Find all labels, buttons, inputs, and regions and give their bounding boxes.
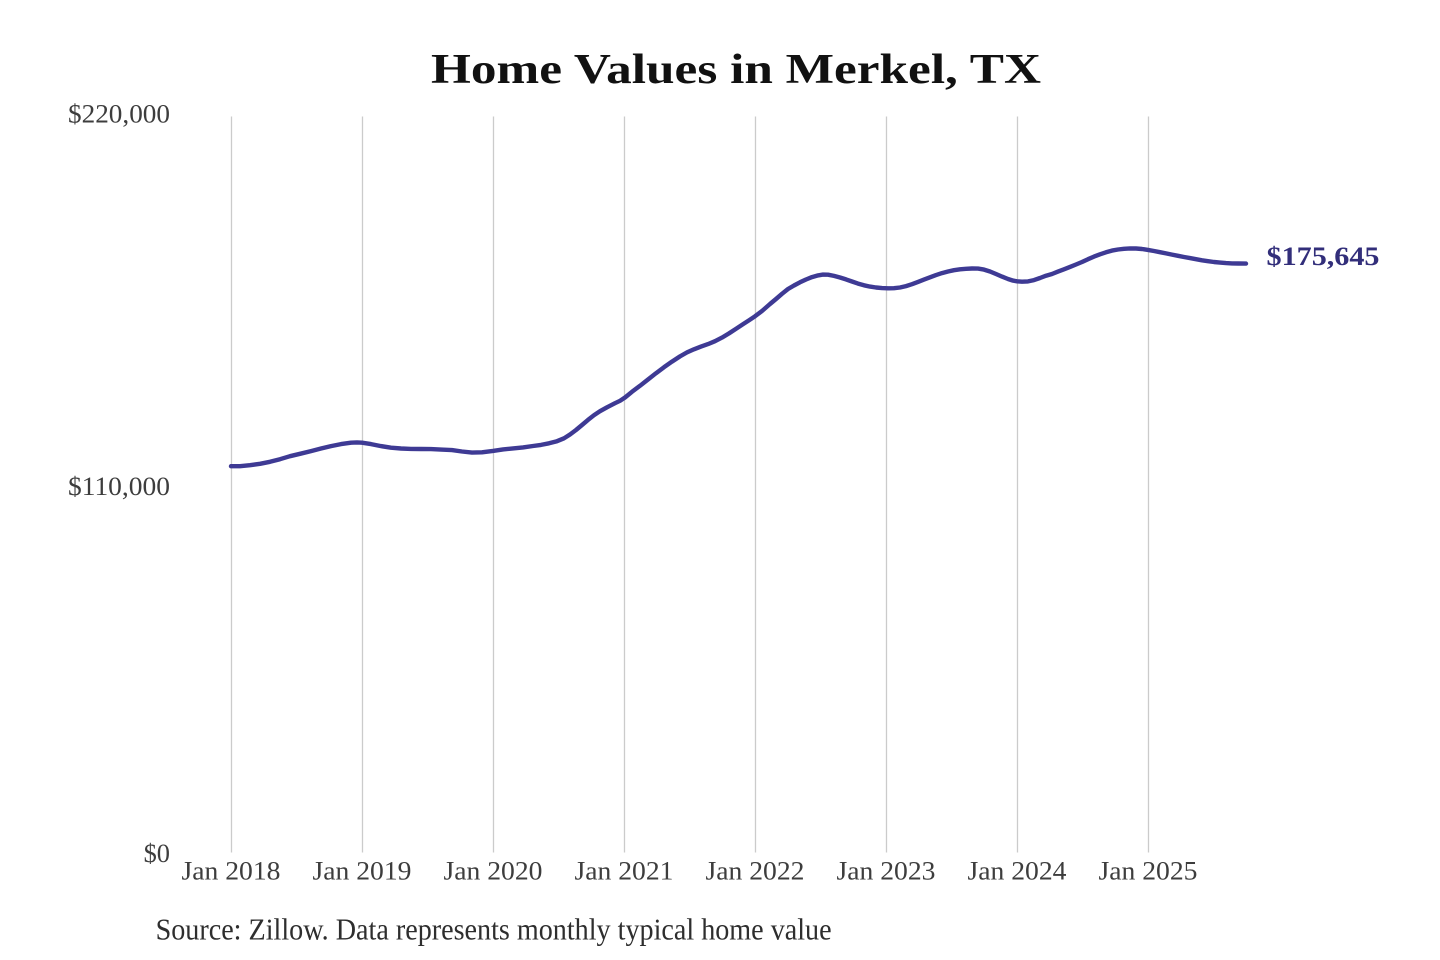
svg-text:Jan 2025: Jan 2025 xyxy=(1099,856,1198,886)
svg-text:$0: $0 xyxy=(144,838,170,868)
svg-text:Jan 2024: Jan 2024 xyxy=(968,856,1067,886)
svg-text:Jan 2020: Jan 2020 xyxy=(444,856,543,886)
svg-text:Jan 2019: Jan 2019 xyxy=(313,856,412,886)
svg-text:Jan 2023: Jan 2023 xyxy=(837,856,936,886)
svg-text:$110,000: $110,000 xyxy=(68,471,170,501)
svg-text:$220,000: $220,000 xyxy=(68,99,170,129)
svg-text:Jan 2022: Jan 2022 xyxy=(706,856,805,886)
svg-text:Jan 2021: Jan 2021 xyxy=(575,856,674,886)
svg-text:Source: Zillow. Data represent: Source: Zillow. Data represents monthly … xyxy=(156,911,832,946)
svg-text:$175,645: $175,645 xyxy=(1267,241,1380,271)
svg-text:Jan 2018: Jan 2018 xyxy=(182,856,281,886)
svg-text:Home Values in Merkel, TX: Home Values in Merkel, TX xyxy=(431,46,1041,93)
